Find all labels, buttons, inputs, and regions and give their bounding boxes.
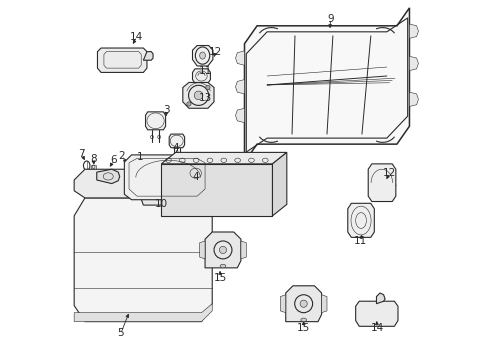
Ellipse shape: [205, 85, 210, 90]
Polygon shape: [97, 169, 120, 184]
Polygon shape: [192, 45, 212, 66]
Text: 13: 13: [198, 93, 211, 103]
Polygon shape: [408, 24, 418, 39]
Text: 14: 14: [130, 32, 143, 41]
Polygon shape: [355, 301, 397, 326]
Polygon shape: [241, 241, 246, 259]
Polygon shape: [97, 48, 147, 72]
Text: 7: 7: [78, 149, 85, 159]
Text: 1: 1: [136, 152, 143, 162]
Text: 8: 8: [90, 154, 96, 164]
Text: 6: 6: [110, 155, 117, 165]
Text: 12: 12: [382, 168, 396, 178]
Text: 11: 11: [353, 236, 366, 246]
Polygon shape: [161, 152, 286, 164]
Polygon shape: [235, 51, 244, 65]
Polygon shape: [235, 108, 244, 123]
Ellipse shape: [300, 300, 306, 307]
Text: 11: 11: [198, 66, 211, 76]
Polygon shape: [347, 203, 373, 237]
Polygon shape: [169, 134, 184, 148]
Polygon shape: [188, 166, 203, 180]
Text: 2: 2: [118, 150, 125, 161]
Polygon shape: [183, 82, 214, 108]
Polygon shape: [74, 304, 212, 321]
Polygon shape: [74, 198, 212, 321]
Polygon shape: [285, 286, 321, 321]
Polygon shape: [138, 175, 161, 205]
Text: 3: 3: [163, 105, 169, 115]
Polygon shape: [204, 232, 241, 268]
Text: 15: 15: [296, 323, 310, 333]
Polygon shape: [145, 112, 165, 130]
Ellipse shape: [194, 91, 203, 100]
Polygon shape: [161, 164, 272, 216]
Text: 12: 12: [208, 46, 221, 57]
Polygon shape: [192, 69, 210, 83]
Text: 9: 9: [326, 14, 333, 24]
Ellipse shape: [199, 52, 205, 59]
Polygon shape: [235, 80, 244, 94]
Text: 5: 5: [117, 328, 124, 338]
Text: 4: 4: [172, 143, 179, 153]
Text: 4: 4: [192, 172, 199, 182]
Polygon shape: [272, 152, 286, 216]
Polygon shape: [408, 56, 418, 71]
Ellipse shape: [186, 102, 191, 106]
Polygon shape: [199, 241, 204, 259]
Ellipse shape: [220, 264, 225, 268]
Text: 14: 14: [370, 323, 383, 333]
Polygon shape: [124, 155, 210, 200]
Polygon shape: [376, 293, 384, 304]
Ellipse shape: [219, 246, 226, 253]
Polygon shape: [408, 92, 418, 107]
Polygon shape: [244, 8, 408, 162]
Text: 10: 10: [154, 199, 167, 210]
Text: 15: 15: [213, 273, 226, 283]
Polygon shape: [74, 169, 212, 198]
Polygon shape: [367, 164, 395, 202]
Ellipse shape: [300, 318, 306, 321]
Polygon shape: [91, 165, 96, 169]
Polygon shape: [321, 295, 326, 313]
Polygon shape: [280, 295, 285, 313]
Polygon shape: [143, 51, 153, 60]
